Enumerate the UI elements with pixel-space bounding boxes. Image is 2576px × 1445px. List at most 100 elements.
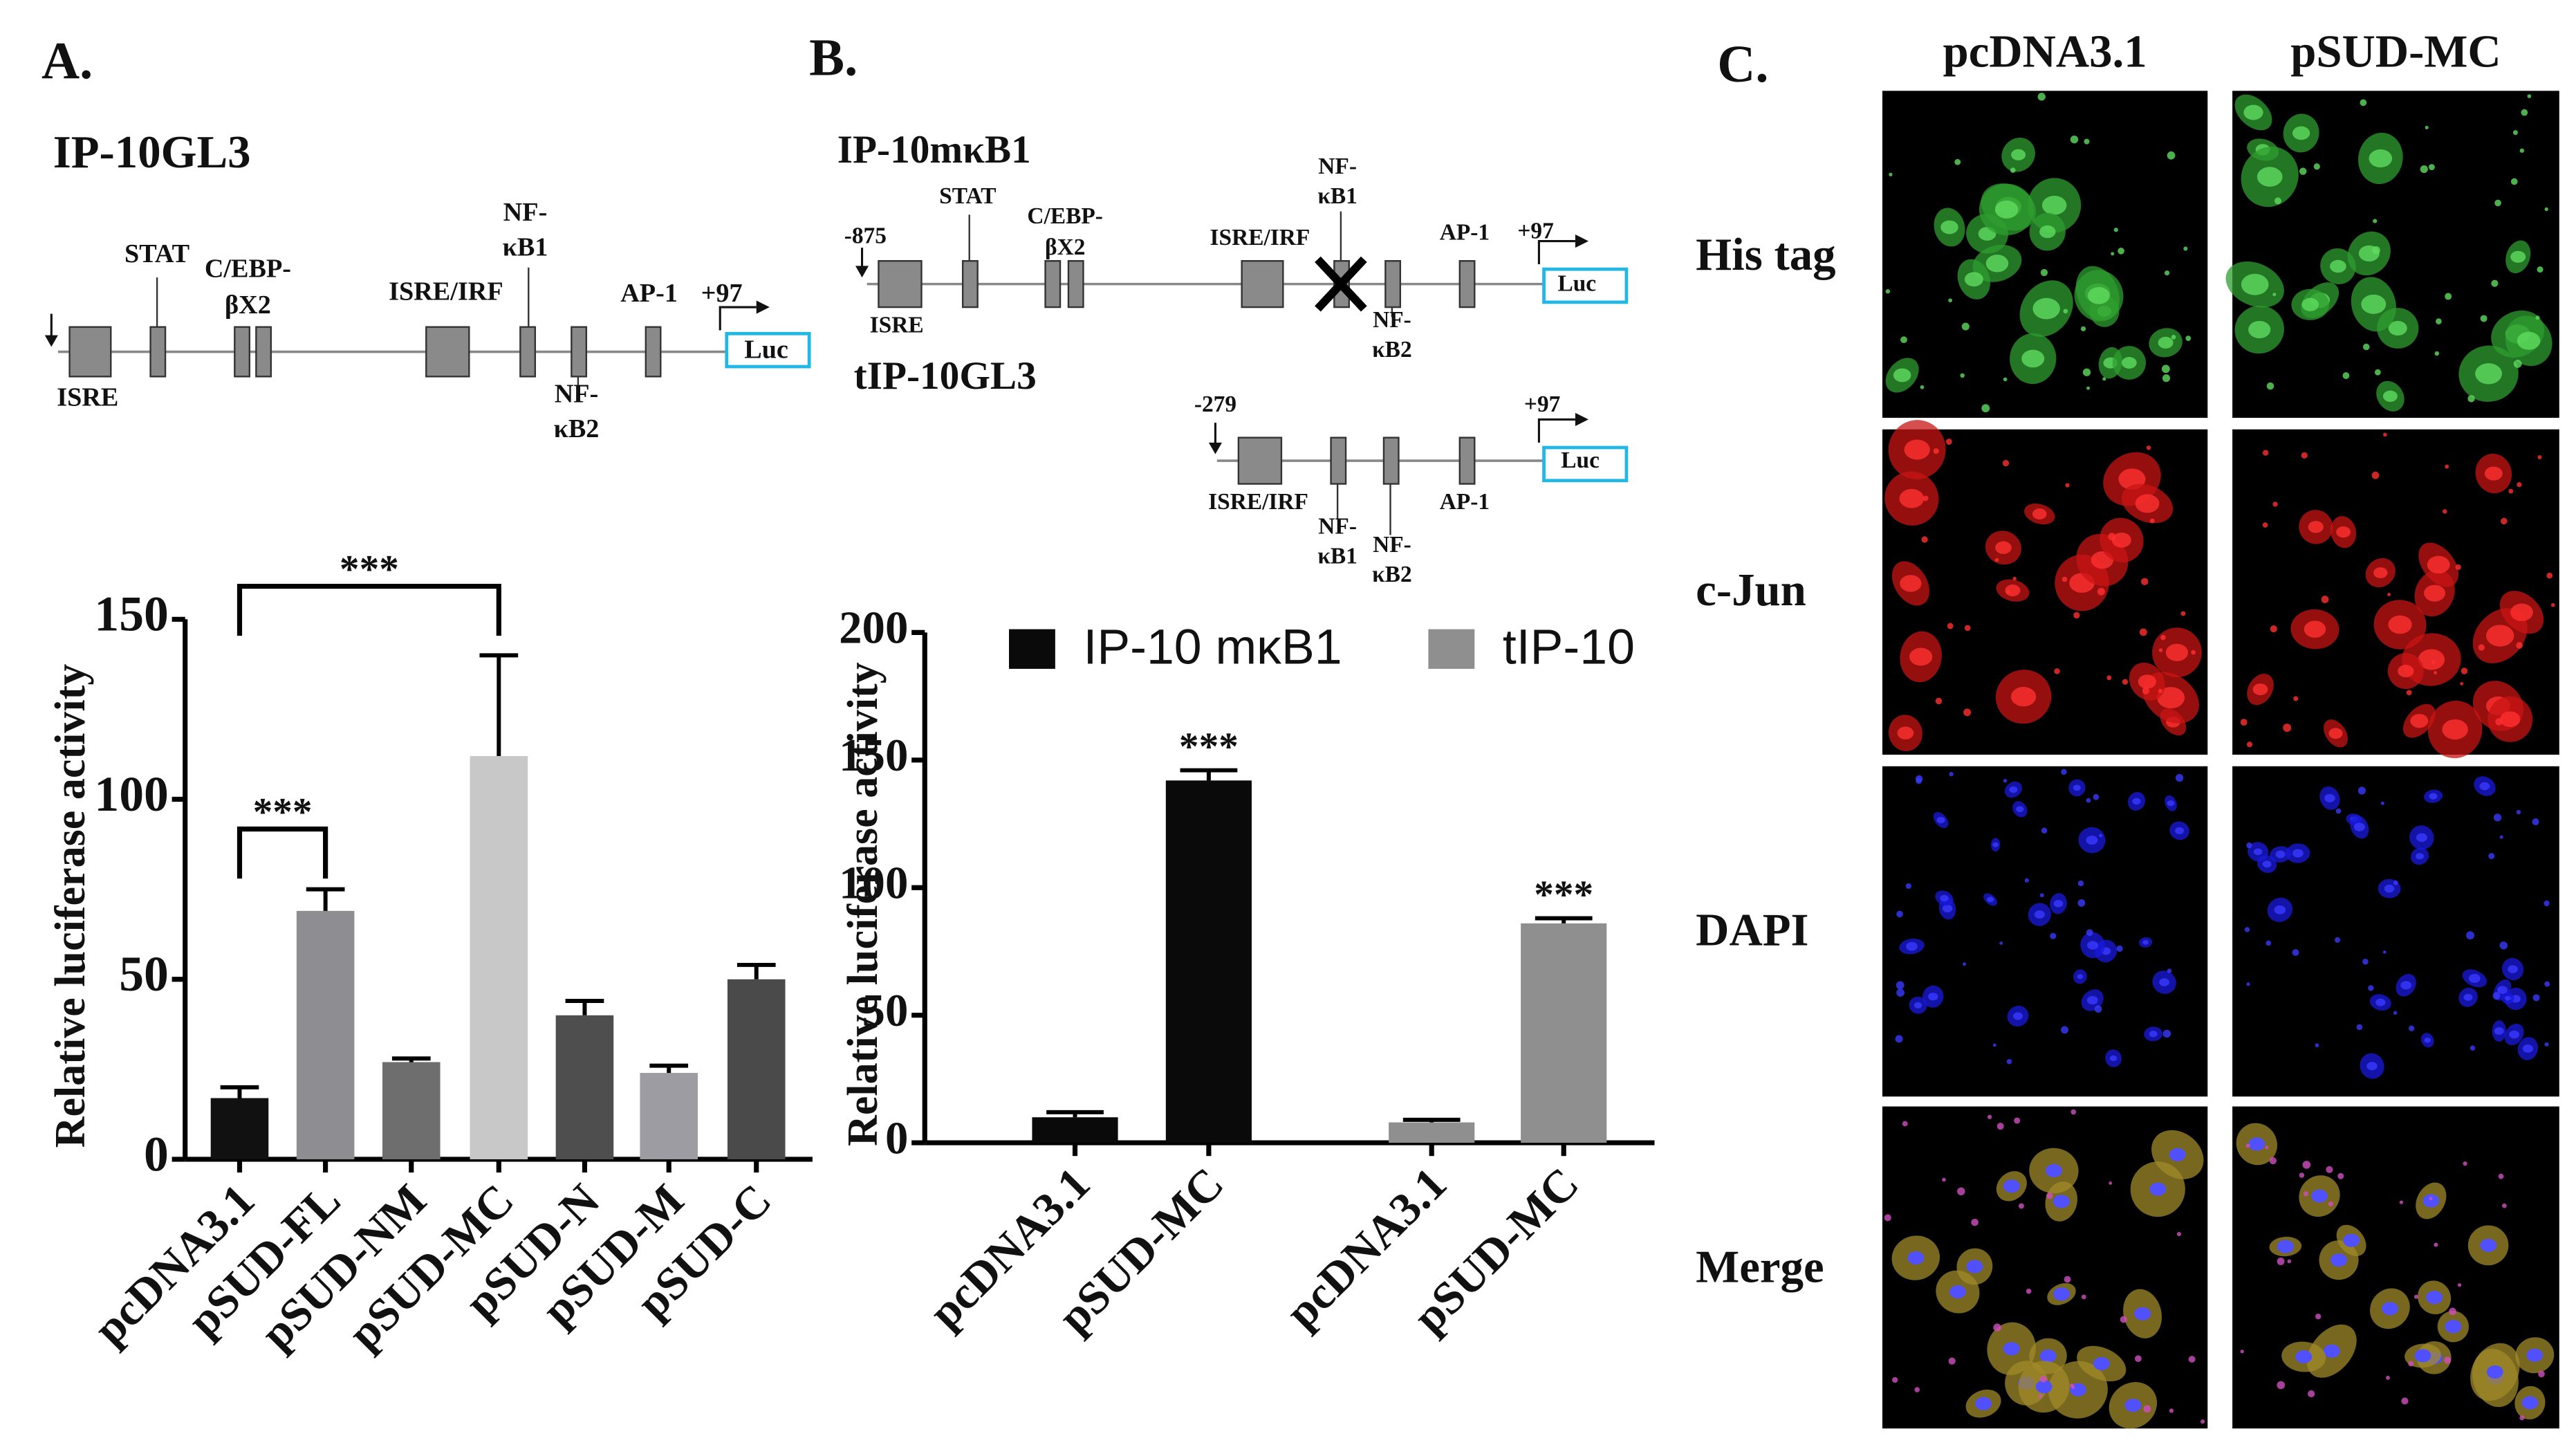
speck <box>2082 368 2091 376</box>
speck <box>2527 94 2532 98</box>
element-label: βX2 <box>225 291 271 320</box>
cell-bright <box>2039 225 2056 239</box>
speck <box>2041 827 2048 834</box>
speck <box>1935 697 1943 705</box>
speck <box>2246 982 2250 986</box>
speck <box>2491 279 2499 287</box>
speck <box>2162 1029 2171 1038</box>
speck <box>2308 1390 2315 1398</box>
speck <box>2382 432 2387 437</box>
cell-bright <box>2149 1031 2158 1038</box>
speck <box>1945 439 1952 445</box>
element-label: κB2 <box>554 414 600 443</box>
element-label: AP-1 <box>1440 489 1490 515</box>
element-label: AP-1 <box>620 279 678 308</box>
cell-bright <box>2475 363 2503 385</box>
speck <box>2360 99 2367 107</box>
speck <box>2122 679 2129 685</box>
cell-bright <box>1992 842 1999 847</box>
cell-bright <box>1909 647 1933 666</box>
speck <box>2272 293 2277 297</box>
nucleus <box>2331 1253 2347 1267</box>
element-box <box>571 326 588 378</box>
speck <box>1960 373 1965 378</box>
cell-bright <box>2142 940 2149 945</box>
cell-bright <box>2165 643 2189 661</box>
bar <box>1165 780 1252 1143</box>
bar <box>1389 1122 1475 1143</box>
speck <box>2094 1005 2102 1013</box>
speck <box>1964 625 1971 632</box>
speck <box>2109 1181 2113 1185</box>
speck <box>2244 927 2250 932</box>
speck <box>2245 1143 2250 1148</box>
speck <box>1914 1387 1920 1392</box>
cell-bright <box>2053 899 2064 908</box>
speck <box>2018 1203 2024 1209</box>
speck <box>1981 404 1990 413</box>
tss-arrow <box>719 306 757 331</box>
element-label: C/EBP- <box>205 254 291 283</box>
speck <box>2537 454 2542 460</box>
speck <box>2014 1117 2021 1124</box>
speck <box>2116 945 2123 952</box>
speck <box>2495 718 2503 726</box>
nucleus <box>2046 1163 2062 1177</box>
cell-bright <box>2442 719 2468 740</box>
nucleus <box>2003 1179 2020 1193</box>
cell-bright <box>2388 320 2407 336</box>
speck <box>2149 518 2155 524</box>
cell-bright <box>2398 665 2414 678</box>
cell-bright <box>2494 1027 2504 1035</box>
cell-bright <box>1936 816 1945 824</box>
speck <box>1900 336 1907 344</box>
speck <box>2502 1203 2507 1208</box>
nucleus <box>2422 1194 2440 1208</box>
speck <box>2158 688 2162 693</box>
element-box <box>234 326 251 378</box>
speck <box>1885 289 1891 294</box>
bar <box>640 1073 698 1159</box>
speck <box>2037 93 2046 101</box>
speck <box>2265 940 2272 946</box>
speck <box>2550 602 2555 607</box>
cell-bright <box>2088 287 2110 304</box>
speck <box>2246 742 2253 748</box>
cell-bright <box>2257 167 2283 187</box>
bar <box>470 756 528 1159</box>
speck <box>2070 135 2079 144</box>
speck <box>2460 682 2464 685</box>
speck <box>2302 1161 2311 1169</box>
speck <box>2118 247 2124 255</box>
speck <box>2086 929 2093 937</box>
cell-bright <box>2132 798 2141 805</box>
speck <box>2342 372 2350 379</box>
y-tick-label: 100 <box>94 767 168 822</box>
speck <box>2274 197 2281 205</box>
speck <box>2521 109 2528 116</box>
speck <box>1895 1035 1903 1043</box>
nucleus <box>2093 1356 2110 1370</box>
cell-bright <box>2087 941 2099 950</box>
significance-bracket <box>237 583 501 636</box>
cell-bright <box>1964 272 1983 287</box>
diagram-title: tIP-10GL3 <box>854 354 1037 398</box>
error-bar <box>1535 916 1593 923</box>
speck <box>1920 385 1925 389</box>
speck <box>2240 1350 2244 1354</box>
cell-bright <box>2424 1037 2431 1043</box>
bar <box>727 979 786 1159</box>
arrow-head <box>1208 442 1223 454</box>
cell-bright <box>2500 711 2521 728</box>
speck <box>2046 1193 2053 1199</box>
speck <box>2513 359 2522 368</box>
element-label: κB1 <box>1317 544 1358 569</box>
speck <box>2262 450 2269 456</box>
cell-bright <box>2479 782 2490 791</box>
y-axis-label: Relative luciferase activity <box>47 664 94 1148</box>
speck <box>2498 1173 2504 1179</box>
cell-bright <box>2011 149 2026 160</box>
column-label: pSUD-MC <box>2290 26 2501 77</box>
speck <box>1884 1214 1891 1222</box>
speck <box>2240 719 2248 726</box>
